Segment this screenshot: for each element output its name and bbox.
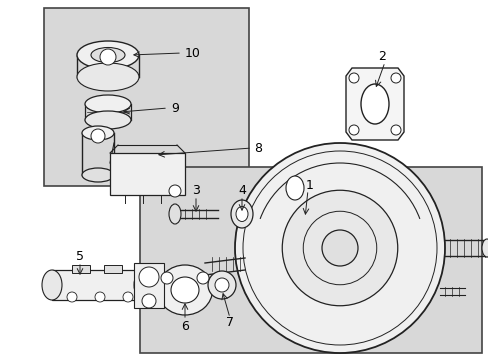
Bar [104, 265, 122, 273]
Circle shape [197, 272, 208, 284]
Ellipse shape [77, 41, 139, 69]
Circle shape [95, 292, 105, 302]
Circle shape [123, 292, 133, 302]
Text: 3: 3 [192, 184, 200, 197]
Circle shape [169, 185, 181, 197]
Ellipse shape [207, 271, 236, 299]
Ellipse shape [157, 265, 212, 315]
Ellipse shape [481, 239, 488, 257]
Text: 4: 4 [238, 184, 245, 197]
Ellipse shape [171, 277, 199, 303]
Circle shape [91, 129, 105, 143]
Bar [72, 265, 90, 273]
Ellipse shape [77, 63, 139, 91]
Circle shape [321, 230, 357, 266]
Text: 10: 10 [184, 46, 201, 59]
Circle shape [390, 125, 400, 135]
Ellipse shape [91, 48, 125, 63]
Polygon shape [346, 68, 403, 140]
Ellipse shape [82, 168, 114, 182]
Text: 8: 8 [253, 141, 262, 154]
Ellipse shape [82, 126, 114, 140]
Circle shape [348, 125, 358, 135]
Bar [134, 263, 163, 308]
Ellipse shape [215, 278, 228, 292]
Bar [52, 270, 142, 300]
Circle shape [390, 73, 400, 83]
Circle shape [235, 143, 444, 353]
Bar [44, 8, 248, 186]
Circle shape [100, 49, 116, 65]
Ellipse shape [285, 176, 304, 200]
Text: 9: 9 [171, 102, 179, 114]
Bar [110, 153, 184, 195]
Ellipse shape [236, 207, 247, 221]
Circle shape [139, 267, 159, 287]
Ellipse shape [230, 200, 252, 228]
Ellipse shape [169, 204, 181, 224]
Text: 1: 1 [305, 179, 313, 192]
Ellipse shape [85, 95, 131, 113]
Text: 2: 2 [377, 50, 385, 63]
Circle shape [161, 272, 173, 284]
Text: 7: 7 [225, 316, 234, 329]
Circle shape [67, 292, 77, 302]
Ellipse shape [42, 270, 62, 300]
Ellipse shape [85, 111, 131, 129]
Circle shape [348, 73, 358, 83]
Circle shape [142, 294, 156, 308]
Text: 5: 5 [76, 249, 84, 262]
Ellipse shape [134, 271, 150, 299]
Ellipse shape [360, 84, 388, 124]
Text: 6: 6 [181, 320, 188, 333]
Circle shape [282, 190, 397, 306]
Bar [140, 167, 481, 353]
